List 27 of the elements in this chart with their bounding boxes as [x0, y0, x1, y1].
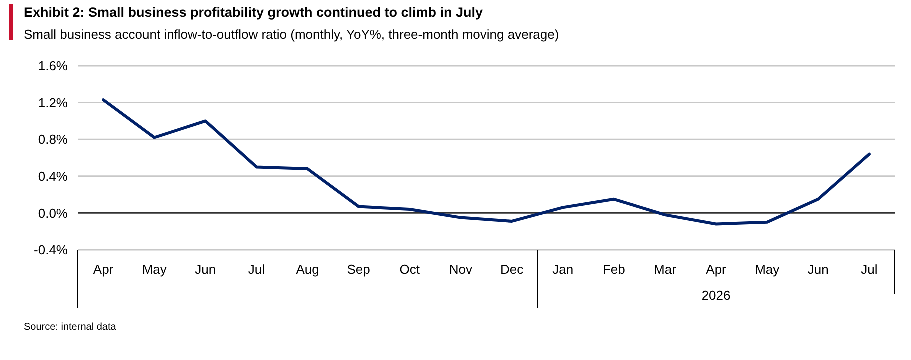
x-tick-label: Mar: [654, 262, 678, 277]
x-tick-label: Dec: [500, 262, 524, 277]
x-tick-label: May: [755, 262, 780, 277]
x-tick-label: Jun: [808, 262, 829, 277]
x-tick-label: Jul: [861, 262, 878, 277]
y-tick-label: 1.2%: [38, 95, 68, 110]
text: 2026: [702, 288, 731, 303]
x-tick-label: May: [142, 262, 168, 277]
chart-subtitle: Small business account inflow-to-outflow ratio (monthly, YoY%, three-month moving average): [24, 27, 560, 42]
x-tick-label: Oct: [400, 262, 420, 277]
y-tick-label: 0.8%: [38, 132, 68, 148]
y-tick-label: 1.6%: [38, 58, 68, 74]
x-tick-label: Jan: [552, 262, 574, 277]
source-note: Source: internal data: [24, 322, 117, 333]
x-tick-label: Jul: [248, 262, 266, 277]
line-series: [102, 98, 871, 226]
x-tick-label: Nov: [449, 262, 474, 277]
x-tick-label: Apr: [93, 262, 114, 277]
y-tick-label: 0.0%: [38, 206, 68, 221]
x-tick-label: Apr: [706, 262, 728, 277]
chart-title: Exhibit 2: Small business profitability growth continued to climb in July: [24, 5, 484, 20]
x-tick-label: Sep: [347, 262, 370, 277]
x-tick-label: Aug: [296, 262, 320, 277]
y-tick-label: -0.4%: [34, 242, 68, 258]
x-tick-label: Jun: [195, 262, 216, 277]
y-tick-label: 0.4%: [38, 168, 68, 184]
x-tick-label: Feb: [602, 262, 626, 277]
